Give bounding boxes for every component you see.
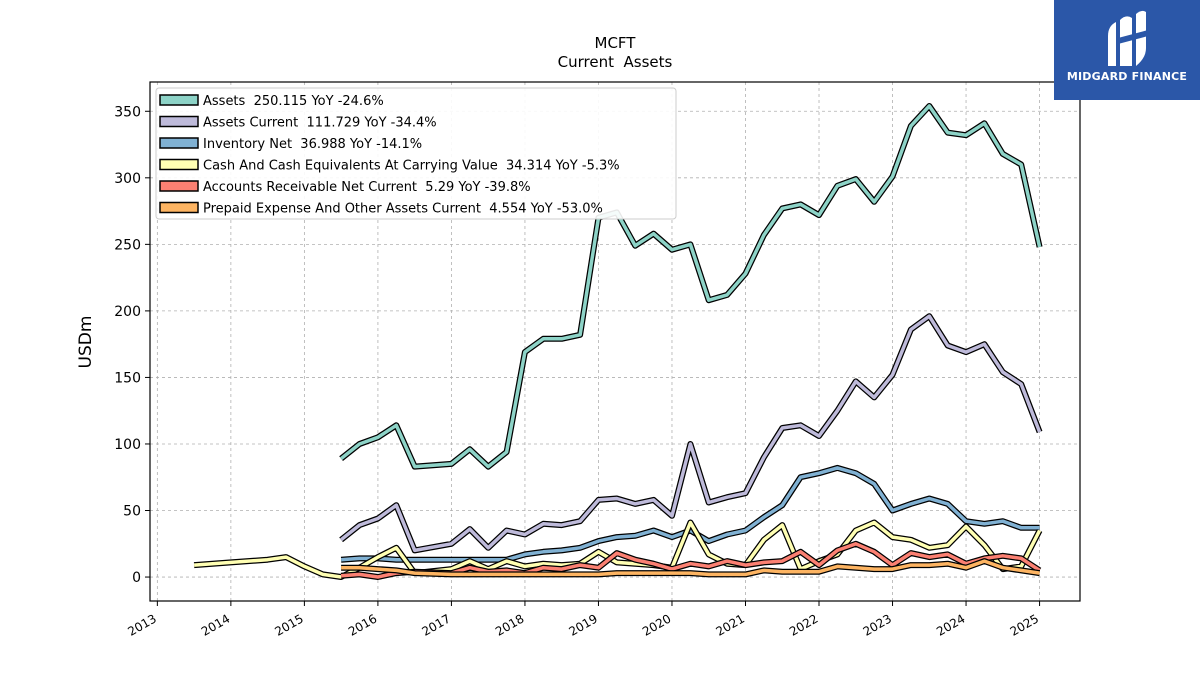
legend-label: Inventory Net 36.988 YoY -14.1% [203, 137, 422, 152]
legend-swatch [159, 180, 199, 192]
x-tick-label: 2025 [1008, 611, 1041, 638]
plot-frame [149, 81, 1081, 602]
y-tick-label: 250 [114, 237, 141, 253]
series-line-outline [193, 519, 1043, 580]
y-tick-label: 300 [114, 171, 141, 187]
series-5 [340, 540, 1042, 580]
legend-swatch [159, 137, 199, 149]
legend-box [155, 87, 677, 220]
x-tick-label: 2024 [934, 611, 967, 638]
legend-label: Assets Current 111.729 YoY -34.4% [203, 116, 437, 131]
y-tick-label: 200 [114, 304, 141, 320]
series-group [193, 103, 1043, 580]
y-axis-label: USDm [76, 316, 96, 369]
x-tick-label: 2018 [493, 611, 526, 638]
y-tick-label: 0 [132, 570, 141, 586]
x-tick-label: 2020 [640, 611, 673, 638]
legend-swatch [159, 158, 199, 171]
legend-swatch [159, 94, 199, 106]
y-ticks: 0 50 100 150 200 250 300 350 [114, 104, 150, 586]
x-tick-label: 2015 [272, 611, 305, 638]
chart-title: MCFT [595, 34, 637, 52]
y-tick-label: 50 [123, 504, 141, 520]
legend-swatch [159, 201, 199, 214]
legend-swatch [159, 115, 199, 128]
x-tick-label: 2022 [787, 611, 820, 638]
series-line [340, 542, 1041, 579]
series-6 [341, 558, 1041, 578]
x-tick-label: 2014 [199, 611, 232, 638]
x-ticks: 2013 2014 2015 2016 2017 2018 2019 2020 2021 2022… [125, 601, 1041, 639]
x-tick-label: 2023 [861, 611, 894, 638]
y-tick-label: 350 [114, 104, 141, 120]
series-2 [339, 313, 1043, 554]
legend-label: Accounts Receivable Net Current 5.29 YoY… [203, 180, 531, 195]
x-tick-label: 2013 [125, 611, 158, 638]
series-1 [339, 103, 1043, 470]
x-tick-label: 2021 [714, 611, 747, 638]
x-tick-label: 2017 [419, 611, 452, 638]
series-line-outline [339, 313, 1043, 554]
series-4 [193, 519, 1043, 580]
legend-label: Prepaid Expense And Other Assets Current… [203, 202, 603, 217]
brand-mark-icon [1108, 10, 1148, 66]
legend-label: Cash And Cash Equivalents At Carrying Va… [203, 159, 620, 174]
series-line [340, 104, 1042, 469]
chart-subtitle: Current Assets [558, 53, 673, 71]
legend-label: Assets 250.115 YoY -24.6% [203, 94, 384, 109]
legend: Assets 250.115 YoY -24.6% Assets Current … [155, 87, 677, 220]
x-tick-label: 2016 [346, 611, 379, 638]
series-line [193, 520, 1042, 579]
brand-logo: MIDGARD FINANCE [1054, 0, 1200, 100]
y-tick-label: 100 [114, 437, 141, 453]
series-line [340, 314, 1042, 553]
brand-name: MIDGARD FINANCE [1066, 70, 1188, 83]
x-tick-label: 2019 [567, 611, 600, 638]
y-tick-label: 150 [114, 370, 141, 386]
series-line [341, 559, 1040, 577]
